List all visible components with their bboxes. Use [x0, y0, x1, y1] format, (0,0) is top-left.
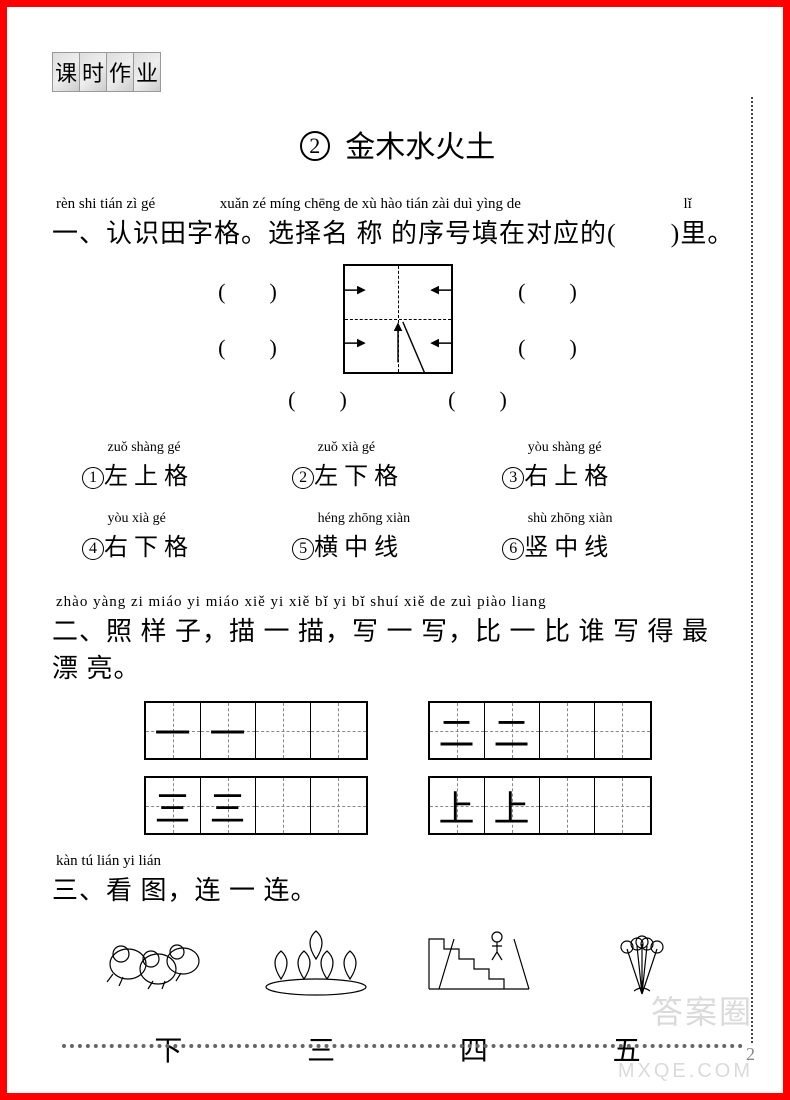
answer-option: 6 shù zhōng xiàn 6竖 中 线: [502, 505, 712, 562]
right-decorative-dots: [751, 97, 753, 1043]
pic-five-peaches: [256, 919, 376, 999]
q3-pictures: [52, 919, 743, 999]
trace-box[interactable]: 三 三: [144, 776, 368, 835]
tab-char: 业: [133, 52, 161, 92]
blank-paren[interactable]: ( ): [213, 274, 283, 306]
header-tab: 课 时 作 业: [52, 52, 160, 92]
tab-char: 时: [79, 52, 107, 92]
tab-char: 课: [52, 52, 80, 92]
question-3: kàn tú lián yi lián 三、看 图，连 一 连。: [52, 853, 743, 1069]
page-title: 2 金木水火土: [52, 122, 743, 166]
bottom-parens: ( ) ( ): [283, 382, 513, 414]
q1-answers: 1 zuǒ shàng gé 1左 上 格 2 zuǒ xià gé 2左 下 …: [52, 434, 743, 576]
watermark-sub: MXQE.COM: [618, 1060, 753, 1083]
tianzige-grid: [343, 264, 453, 374]
match-char[interactable]: 下: [154, 1029, 182, 1069]
answer-option: 1 zuǒ shàng gé 1左 上 格: [82, 434, 292, 491]
trace-box[interactable]: 二 二: [428, 701, 652, 760]
blank-paren[interactable]: ( ): [443, 382, 513, 414]
answer-option: 2 zuǒ xià gé 2左 下 格: [292, 434, 502, 491]
question-2: zhào yàng zi miáo yi miáo xiě yi xiě bǐ …: [52, 594, 743, 835]
q3-text: 三、看 图，连 一 连。: [52, 870, 743, 907]
blank-paren[interactable]: ( ): [213, 330, 283, 362]
blank-paren[interactable]: ( ): [513, 274, 583, 306]
trace-box[interactable]: 上 上: [428, 776, 652, 835]
trace-row-1: 一 一 二 二: [52, 701, 743, 760]
left-parens: ( ) ( ): [213, 264, 343, 360]
q1-text: 一、认识田字格。选择名 称 的序号填在对应的( )里。: [52, 213, 743, 250]
trace-row-2: 三 三 上 上: [52, 776, 743, 835]
answer-option: 4 yòu xià gé 4右 下 格: [82, 505, 292, 562]
q1-pinyin: rèn shi tián zì gé xuǎn zé míng chēng de…: [56, 196, 743, 213]
pic-three-chicks: [93, 919, 213, 999]
q2-pinyin: zhào yàng zi miáo yi miáo xiě yi xiě bǐ …: [56, 594, 743, 611]
answer-option: 5 héng zhōng xiàn 5横 中 线: [292, 505, 502, 562]
match-char[interactable]: 四: [460, 1029, 488, 1069]
watermark-main: 答案圈: [651, 987, 753, 1033]
question-1: rèn shi tián zì gé xuǎn zé míng chēng de…: [52, 196, 743, 576]
right-parens: ( ) ( ): [453, 264, 583, 360]
title-number: 2: [300, 131, 330, 161]
blank-paren[interactable]: ( ): [513, 330, 583, 362]
bottom-decorative-dots: [62, 1044, 743, 1048]
title-text: 金木水火土: [345, 131, 495, 164]
trace-box[interactable]: 一 一: [144, 701, 368, 760]
match-char[interactable]: 三: [307, 1029, 335, 1069]
q3-pinyin: kàn tú lián yi lián: [56, 853, 743, 870]
blank-paren[interactable]: ( ): [283, 382, 353, 414]
tianzige-diagram: ( ) ( ) ( ) ( ) ( ) ( ): [52, 264, 743, 374]
pic-four-steps: [419, 919, 539, 999]
answer-option: 3 yòu shàng gé 3右 上 格: [502, 434, 712, 491]
tab-char: 作: [106, 52, 134, 92]
q2-text: 二、照 样 子，描 一 描，写 一 写，比 一 比 谁 写 得 最 漂 亮。: [52, 611, 743, 685]
